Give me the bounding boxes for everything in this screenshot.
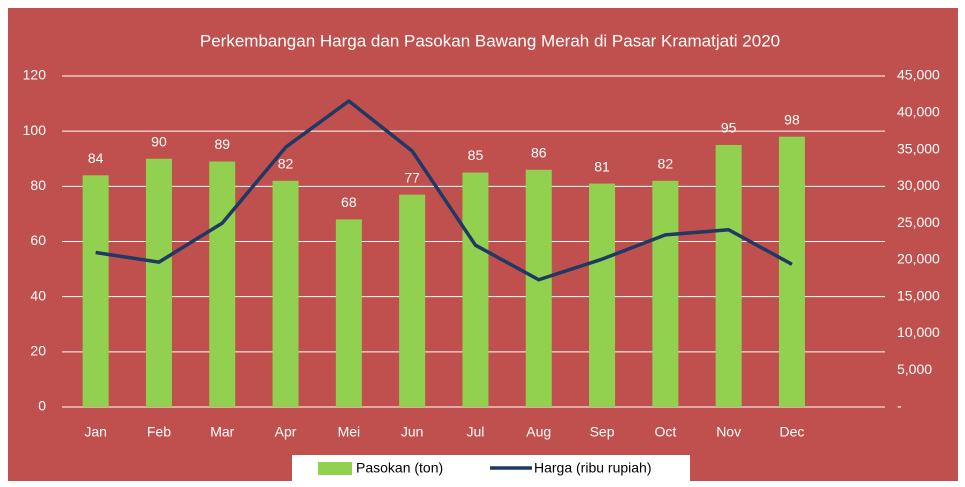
x-tick-label: Oct (654, 424, 676, 440)
x-tick-label: Dec (779, 424, 804, 440)
y2-tick-label: 10,000 (897, 324, 940, 340)
x-tick-label: Aug (526, 424, 551, 440)
x-tick-label: Mei (338, 424, 361, 440)
x-tick-label: Mar (210, 424, 234, 440)
y-tick-label: 60 (30, 232, 46, 248)
y-tick-label: 80 (30, 177, 46, 193)
y2-tick-label: 15,000 (897, 287, 940, 303)
data-label: 95 (721, 120, 737, 136)
y-tick-label: 40 (30, 287, 46, 303)
bar (209, 161, 236, 407)
data-label: 82 (278, 156, 294, 172)
data-label: 86 (531, 144, 547, 160)
bar (462, 172, 489, 407)
y2-tick-label: 20,000 (897, 251, 940, 267)
bar (82, 175, 109, 407)
bar (715, 144, 742, 408)
data-label: 68 (341, 194, 357, 210)
y2-tick-label: 45,000 (897, 67, 940, 83)
x-tick-label: Feb (147, 424, 171, 440)
x-tick-label: Jul (466, 424, 484, 440)
x-tick-label: Jun (401, 424, 424, 440)
data-label: 82 (658, 156, 674, 172)
x-tick-label: Jan (84, 424, 107, 440)
bar (335, 219, 362, 407)
y2-tick-label: 30,000 (897, 177, 940, 193)
bar (272, 180, 299, 407)
data-label: 89 (214, 136, 230, 152)
x-tick-label: Sep (590, 424, 615, 440)
bar (652, 180, 679, 407)
legend-label: Pasokan (ton) (356, 460, 443, 476)
data-label: 77 (404, 169, 420, 185)
bar (778, 136, 805, 407)
y-tick-label: 100 (23, 122, 47, 138)
bar (589, 183, 616, 407)
bar (525, 169, 552, 407)
y2-tick-label: 5,000 (897, 361, 932, 377)
y2-tick-label: 40,000 (897, 103, 940, 119)
legend-swatch (318, 462, 352, 475)
data-label: 84 (88, 150, 104, 166)
x-tick-label: Nov (716, 424, 741, 440)
y2-tick-label: 35,000 (897, 140, 940, 156)
line (95, 99, 793, 282)
x-tick-label: Apr (275, 424, 297, 440)
legend-label: Harga (ribu rupiah) (534, 460, 652, 476)
data-label: 98 (784, 111, 800, 127)
y-tick-label: 20 (30, 343, 46, 359)
y2-tick-label: 25,000 (897, 214, 940, 230)
data-label: 85 (468, 147, 484, 163)
data-label: 90 (151, 133, 167, 149)
bar (399, 194, 426, 407)
chart-title: Perkembangan Harga dan Pasokan Bawang Me… (200, 31, 780, 50)
y-tick-label: 120 (23, 67, 47, 83)
bar (145, 158, 172, 407)
data-label: 81 (594, 158, 610, 174)
y-tick-label: 0 (38, 398, 46, 414)
y2-tick-label: - (897, 398, 902, 414)
